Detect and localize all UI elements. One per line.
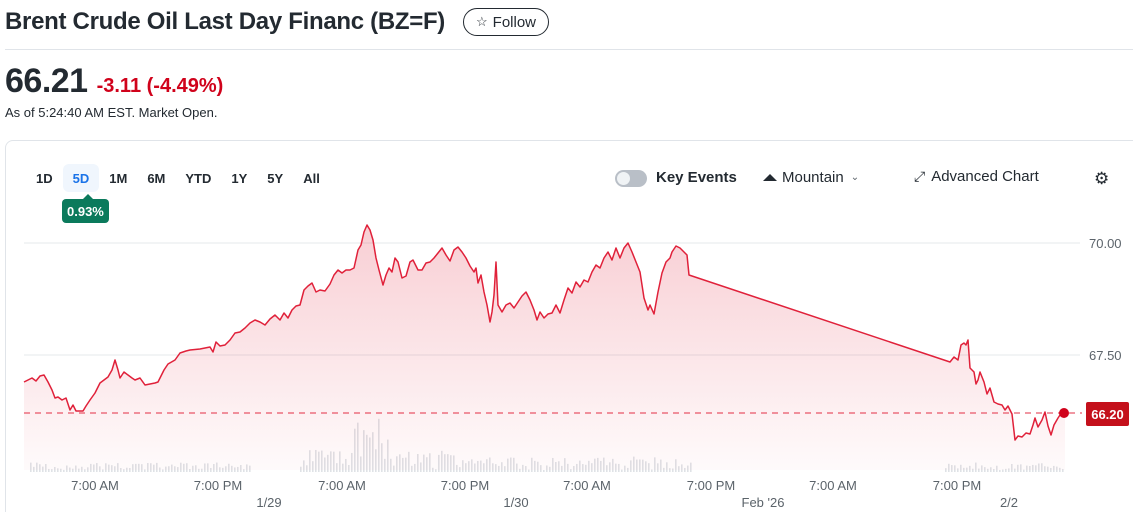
x-tick-label: 7:00 AM — [71, 478, 119, 493]
current-price: 66.21 — [5, 62, 88, 100]
range-tab-ytd[interactable]: YTD — [185, 170, 212, 186]
range-change-badge: 0.93% — [62, 194, 109, 223]
price-change: -3.11 (-4.49%) — [96, 75, 224, 97]
page-title: Brent Crude Oil Last Day Financ (BZ=F) — [5, 8, 445, 35]
range-selector: 1D 5D 1M 6M YTD 1Y 5Y All — [26, 164, 330, 192]
price-area — [24, 225, 1065, 470]
expand-icon: ⤢ — [914, 168, 926, 184]
price-line — [23, 224, 1066, 441]
quote-header: Brent Crude Oil Last Day Financ (BZ=F) ☆… — [5, 8, 550, 36]
range-tab-6m[interactable]: 6M — [147, 170, 166, 186]
date-label: 1/29 — [256, 495, 281, 510]
date-label: 1/30 — [503, 495, 528, 510]
gear-icon[interactable]: ⚙ — [1094, 169, 1110, 188]
x-tick-label: 7:00 PM — [687, 478, 735, 493]
toggle-knob — [617, 172, 630, 185]
x-tick-label: 7:00 AM — [563, 478, 611, 493]
range-tab-1m[interactable]: 1M — [109, 170, 128, 186]
chevron-down-icon: ⌄ — [850, 172, 860, 183]
date-label: 2/2 — [1000, 495, 1018, 510]
date-label: Feb '26 — [742, 495, 785, 510]
x-tick-label: 7:00 PM — [194, 478, 242, 493]
range-tab-1y[interactable]: 1Y — [231, 170, 248, 186]
advanced-chart-label: Advanced Chart — [931, 168, 1039, 185]
y-tick-label: 67.50 — [1089, 348, 1122, 363]
header-divider — [5, 49, 1133, 50]
x-tick-label: 7:00 AM — [809, 478, 857, 493]
range-tab-5d[interactable]: 5D — [62, 164, 100, 192]
key-events-toggle[interactable] — [615, 170, 647, 187]
range-tab-all[interactable]: All — [303, 170, 320, 186]
chart-type-label: Mountain — [782, 169, 844, 186]
market-status: As of 5:24:40 AM EST. Market Open. — [5, 105, 218, 120]
quote-summary: 66.21 -3.11 (-4.49%) — [5, 62, 223, 101]
y-tick-label: 70.00 — [1089, 236, 1122, 251]
chart-toolbar: Key Events Mountain ⌄ ⤢ Advanced Chart ⚙ — [0, 166, 1133, 190]
chart-type-dropdown[interactable]: Mountain ⌄ — [763, 169, 859, 186]
range-tab-1d[interactable]: 1D — [36, 170, 53, 186]
key-events-label[interactable]: Key Events — [656, 169, 737, 186]
current-price-tag: 66.20 — [1086, 402, 1129, 426]
mountain-icon — [763, 174, 777, 181]
follow-button[interactable]: ☆ Follow — [463, 8, 550, 36]
advanced-chart-button[interactable]: ⤢ Advanced Chart — [914, 168, 1039, 185]
x-tick-label: 7:00 PM — [933, 478, 981, 493]
last-price-dot — [1059, 408, 1069, 418]
star-outline-icon: ☆ — [476, 14, 488, 29]
follow-label: Follow — [492, 13, 537, 31]
range-tab-5y[interactable]: 5Y — [267, 170, 284, 186]
x-tick-label: 7:00 AM — [318, 478, 366, 493]
x-tick-label: 7:00 PM — [441, 478, 489, 493]
